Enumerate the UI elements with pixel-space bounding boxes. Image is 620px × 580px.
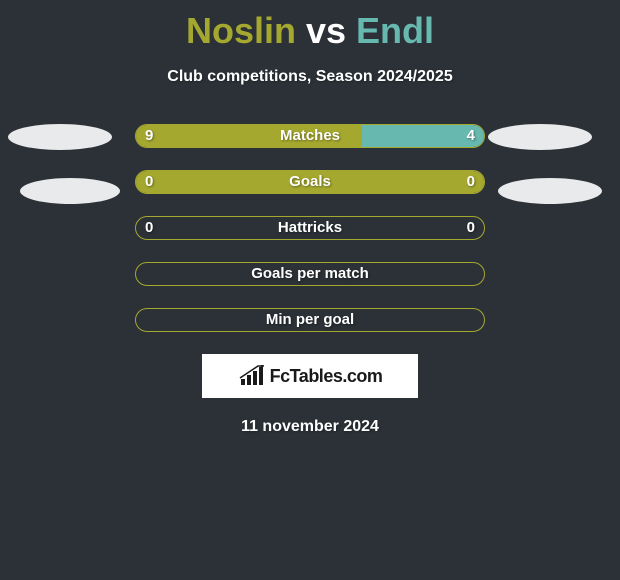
value-player1: 9 (145, 124, 175, 148)
value-player1: 0 (145, 170, 175, 194)
stat-row: 00Hattricks (135, 216, 485, 240)
bar-track (135, 216, 485, 240)
value-player2: 0 (445, 216, 475, 240)
player-badge-placeholder (498, 178, 602, 204)
value-player1: 0 (145, 216, 175, 240)
date-label: 11 november 2024 (0, 418, 620, 436)
logo-chart-icon (238, 365, 266, 387)
stat-row: 94Matches (135, 124, 485, 148)
bar-track (135, 262, 485, 286)
logo-text: FcTables.com (270, 366, 383, 387)
stat-row: Min per goal (135, 308, 485, 332)
bar-player1 (136, 171, 484, 193)
value-player2: 4 (445, 124, 475, 148)
player1-name: Noslin (186, 10, 296, 51)
vs-text: vs (306, 10, 346, 51)
stat-row: Goals per match (135, 262, 485, 286)
subtitle: Club competitions, Season 2024/2025 (0, 68, 620, 86)
comparison-title: Noslin vs Endl (0, 0, 620, 52)
stats-chart: 94Matches00Goals00HattricksGoals per mat… (0, 124, 620, 332)
bar-track (135, 124, 485, 148)
stat-row: 00Goals (135, 170, 485, 194)
player-badge-placeholder (488, 124, 592, 150)
bar-track (135, 308, 485, 332)
value-player2: 0 (445, 170, 475, 194)
bar-track (135, 170, 485, 194)
player2-name: Endl (356, 10, 434, 51)
player-badge-placeholder (20, 178, 120, 204)
fctables-logo: FcTables.com (202, 354, 418, 398)
player-badge-placeholder (8, 124, 112, 150)
